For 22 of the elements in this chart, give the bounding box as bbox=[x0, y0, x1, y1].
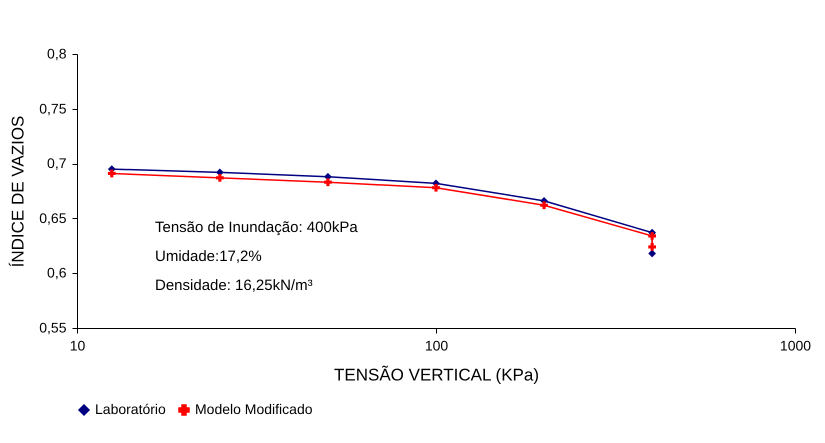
point bbox=[324, 178, 332, 186]
y-tick-label: 0,65 bbox=[39, 210, 67, 226]
y-tick-label: 0,55 bbox=[39, 320, 67, 336]
annotation: Umidade:17,2% bbox=[155, 248, 262, 265]
x-tick-label: 1000 bbox=[780, 338, 812, 354]
annotation: Tensão de Inundação: 400kPa bbox=[155, 219, 358, 236]
y-tick-label: 0,8 bbox=[47, 46, 67, 62]
point bbox=[540, 201, 548, 210]
y-tick-label: 0,6 bbox=[47, 264, 67, 281]
y-tick-label: 0,75 bbox=[39, 100, 67, 116]
x-tick-label: 100 bbox=[424, 338, 448, 354]
point bbox=[108, 170, 116, 178]
point bbox=[216, 174, 224, 182]
annotation: Densidade: 16,25kN/m³ bbox=[155, 277, 313, 294]
legend-label: Modelo Modificado bbox=[195, 401, 313, 417]
y-tick-label: 0,7 bbox=[47, 155, 67, 172]
y-axis-title: ÍNDICE DE VAZIOS bbox=[8, 116, 28, 268]
point bbox=[648, 232, 656, 240]
legend-label: Laboratório bbox=[95, 401, 166, 417]
x-axis-title: TENSÃO VERTICAL (KPa) bbox=[334, 366, 539, 384]
point bbox=[432, 184, 440, 192]
x-tick-label: 10 bbox=[70, 338, 86, 354]
